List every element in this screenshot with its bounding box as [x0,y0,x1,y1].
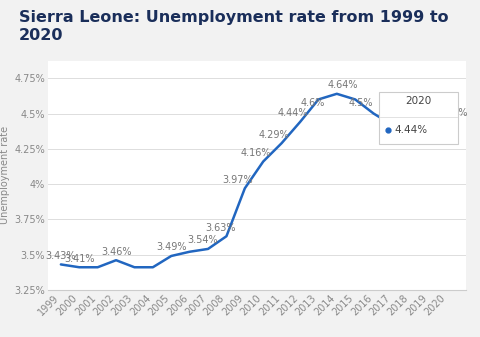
Text: 4.64%: 4.64% [327,80,358,90]
Text: 4.44%: 4.44% [437,109,468,119]
Text: 4.29%: 4.29% [259,130,289,140]
Text: 3.54%: 3.54% [187,236,218,245]
Text: 3.46%: 3.46% [101,247,132,257]
Text: Sierra Leone: Unemployment rate from 1999 to 2020: Sierra Leone: Unemployment rate from 199… [19,10,449,42]
Text: 3.63%: 3.63% [205,223,236,233]
Text: 4.6%: 4.6% [301,98,325,108]
FancyBboxPatch shape [379,92,458,144]
Text: 4.42%: 4.42% [408,123,439,133]
Text: 4.16%: 4.16% [240,148,271,158]
Text: 3.43%: 3.43% [46,251,76,261]
Y-axis label: Unemployment rate: Unemployment rate [0,126,10,224]
Text: 4.44%: 4.44% [277,109,308,119]
Text: 2020: 2020 [406,96,432,106]
Text: 3.97%: 3.97% [222,175,253,185]
Text: 4.44%: 4.44% [395,125,428,135]
Text: 4.5%: 4.5% [348,98,373,108]
Text: 3.49%: 3.49% [156,242,187,252]
Text: 3.41%: 3.41% [64,254,95,264]
